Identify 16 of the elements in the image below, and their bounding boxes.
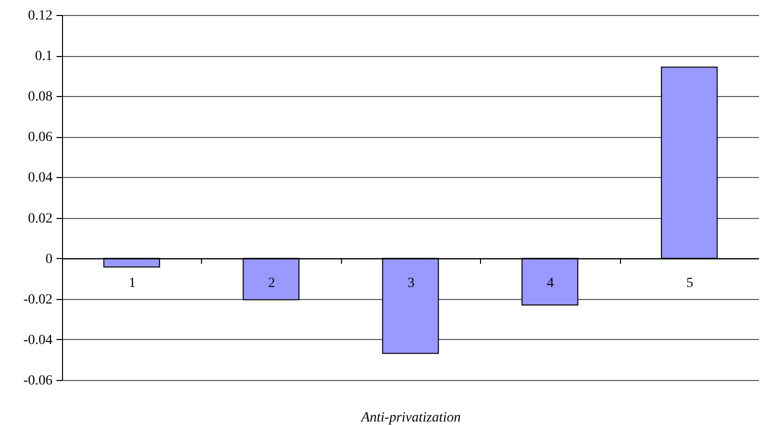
y-tick-label: 0.06 — [28, 130, 52, 146]
x-tick-label: 3 — [408, 276, 414, 291]
y-tick-label: -0.06 — [23, 374, 52, 388]
y-tick-label: 0.04 — [28, 170, 52, 186]
y-tick-label: 0.12 — [28, 8, 52, 24]
y-tick-label: 0.02 — [28, 211, 52, 226]
y-tick-label: 0 — [46, 252, 52, 267]
y-tick-label: -0.02 — [23, 292, 52, 308]
y-tick-label: -0.04 — [23, 332, 52, 348]
x-tick-label: 2 — [268, 276, 276, 291]
x-tick-label: 4 — [546, 276, 554, 291]
y-tick-label: 0.08 — [28, 90, 52, 105]
x-tick-label: 5 — [686, 276, 694, 291]
x-tick-label: 1 — [128, 276, 136, 291]
x-axis-title: Anti-privatization — [360, 410, 461, 425]
y-tick-label: 0.1 — [35, 49, 52, 64]
